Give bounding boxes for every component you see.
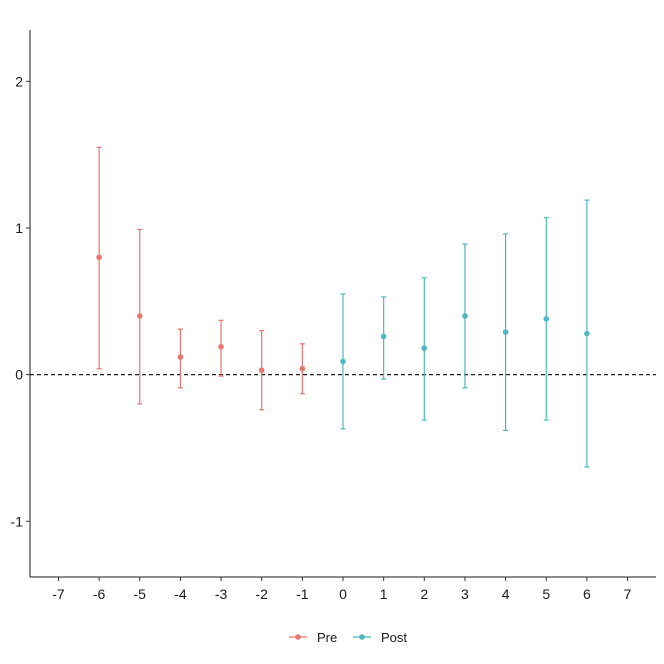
series-pre xyxy=(96,146,306,411)
legend-item-post: Post xyxy=(353,630,407,645)
data-point xyxy=(177,354,184,360)
data-point xyxy=(502,329,509,335)
data-point xyxy=(380,333,387,340)
x-tick-label: -7 xyxy=(52,586,65,602)
data-point xyxy=(462,313,468,319)
x-tick-label: -3 xyxy=(215,586,228,602)
x-tick-label: -1 xyxy=(296,586,309,602)
y-tick-label: 0 xyxy=(15,367,23,383)
data-point xyxy=(340,358,346,365)
y-tick-label: 1 xyxy=(15,220,23,236)
data-point xyxy=(96,254,102,261)
legend-key-point xyxy=(359,634,365,640)
data-point xyxy=(584,330,590,337)
x-tick-label: 0 xyxy=(339,586,347,602)
x-tick-label: -4 xyxy=(174,586,187,602)
data-point xyxy=(218,343,224,350)
x-tick-label: 3 xyxy=(461,586,469,602)
legend-label: Post xyxy=(381,630,407,645)
data-point xyxy=(421,345,428,352)
x-tick-label: 2 xyxy=(420,586,428,602)
x-tick-label: 5 xyxy=(542,586,550,602)
legend-key-point xyxy=(295,634,301,640)
y-tick-label: 2 xyxy=(15,73,23,89)
x-tick-label: 6 xyxy=(583,586,591,602)
data-point xyxy=(299,365,306,372)
x-tick-label: 4 xyxy=(502,586,510,602)
legend-label: Pre xyxy=(317,630,337,645)
legend-item-pre: Pre xyxy=(289,630,337,645)
x-tick-label: 1 xyxy=(380,586,388,602)
x-tick-label: -6 xyxy=(93,586,106,602)
y-tick-label: -1 xyxy=(11,513,24,529)
plot-area: -1 0 1 2 -7 -6 -5 -4 -3 -2 -1 0 1 2 3 4 5 6 7 xyxy=(11,30,656,602)
data-point xyxy=(543,316,550,322)
x-tick-label: -2 xyxy=(255,586,268,602)
legend: Pre Post xyxy=(289,630,407,645)
data-point xyxy=(136,313,143,319)
series-post xyxy=(340,199,590,468)
x-tick-label: -5 xyxy=(134,586,147,602)
x-tick-label: 7 xyxy=(624,586,632,602)
data-point xyxy=(258,367,265,374)
